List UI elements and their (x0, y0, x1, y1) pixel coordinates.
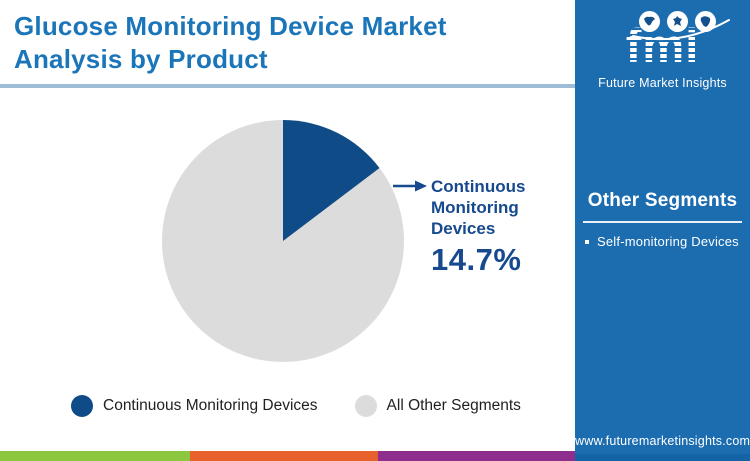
legend-swatch-all-other-segments (354, 395, 377, 417)
legend-label-continuous-monitoring: Continuous Monitoring Devices (103, 397, 318, 414)
pie-callout-value: 14.7% (431, 242, 522, 277)
chart-legend: Continuous Monitoring Devices All Other … (71, 395, 521, 417)
bullet-icon (585, 239, 589, 244)
footer-strip-green (0, 451, 190, 461)
title-divider (0, 84, 575, 88)
main-area: Glucose Monitoring Device Market Analysi… (0, 10, 575, 461)
fmi-logo: fmi Future Market Insights (592, 10, 733, 92)
globe-africa-icon (694, 11, 716, 32)
website-url: www.futuremarketinsights.com (575, 434, 750, 448)
page-title-line1: Glucose Monitoring Device Market (14, 11, 447, 41)
other-segments-underline (583, 221, 742, 223)
segment-item-label: Self-monitoring Devices (597, 234, 739, 249)
footer-color-strip (0, 451, 575, 461)
footer-strip-orange (190, 451, 378, 461)
other-segments-heading: Other Segments (587, 190, 738, 211)
logo-swoosh-icon (631, 19, 730, 41)
sidebar-bottom-strip (575, 454, 750, 461)
pie-callout: Continuous Monitoring Devices 14.7% (431, 176, 551, 278)
other-segments-block: Other Segments Self-monitoring Devices (575, 190, 750, 249)
pie-chart (162, 120, 427, 362)
legend-item-continuous-monitoring: Continuous Monitoring Devices (71, 395, 318, 417)
globe-asia-icon (666, 11, 688, 32)
other-segments-list: Self-monitoring Devices (581, 234, 744, 249)
logo-tagline: Future Market Insights (598, 76, 727, 90)
page-title: Glucose Monitoring Device Market Analysi… (14, 10, 569, 77)
legend-swatch-continuous-monitoring (71, 395, 93, 417)
pie-slice-continuous-monitoring (283, 120, 380, 241)
callout-arrow-icon (393, 180, 427, 192)
pie-callout-label: Continuous Monitoring Devices (431, 177, 526, 238)
logo-globe-icons (638, 11, 716, 32)
legend-item-all-other-segments: All Other Segments (354, 395, 521, 417)
sidebar: fmi Future Market Insights Other Segment… (575, 0, 750, 461)
segment-list-item: Self-monitoring Devices (581, 234, 744, 249)
legend-label-all-other-segments: All Other Segments (386, 397, 521, 414)
footer-strip-purple (378, 451, 575, 461)
page-title-line2: Analysis by Product (14, 44, 268, 75)
globe-americas-icon (638, 11, 660, 32)
